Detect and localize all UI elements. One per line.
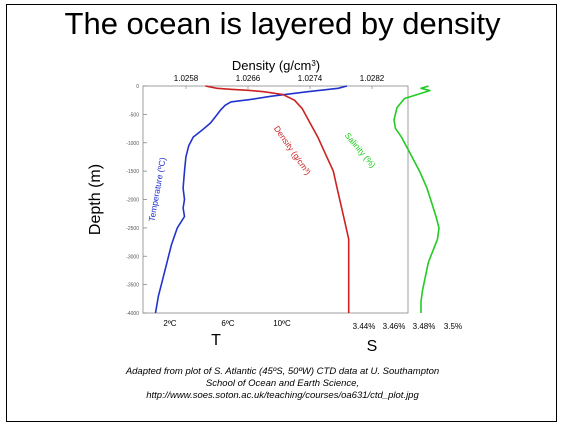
depth-tick-label: 0 <box>136 84 139 90</box>
density-axis-label-sup: 3 <box>311 59 316 68</box>
density-tick-label: 1.0274 <box>298 74 323 83</box>
plot-frame <box>142 85 409 314</box>
salinity-tick-label: 3.48% <box>413 322 436 331</box>
series-line-temperature <box>154 85 348 314</box>
depth-tick-label: -2000 <box>126 198 139 204</box>
depth-tick-label: -1000 <box>126 141 139 147</box>
source-caption: Adapted from plot of S. Atlantic (45ºS, … <box>60 366 505 402</box>
caption-line-2: School of Ocean and Earth Science, <box>205 378 360 389</box>
temperature-tick-label: 2ºC <box>163 319 176 328</box>
caption-line-1: Adapted from plot of S. Atlantic (45ºS, … <box>125 366 440 377</box>
depth-axis-label: Depth (m) <box>87 164 104 235</box>
depth-tick-labels: 0 -500 -1000 -1500 -2000 -2500 -3000 -3500 -4000 <box>126 84 139 317</box>
depth-tick-label: -1500 <box>126 169 139 175</box>
depth-tick-label: -2500 <box>126 226 139 232</box>
density-tick-label: 1.0266 <box>236 74 261 83</box>
depth-tick-label: -500 <box>129 112 139 118</box>
salinity-tick-label: 3.44% <box>353 322 376 331</box>
salinity-tick-label: 3.46% <box>383 322 406 331</box>
salinity-tick-label: 3.5% <box>444 322 462 331</box>
series-line-density <box>205 85 350 313</box>
bottom-axis-group: 2ºC 6ºC 10ºC 3.44% 3.46% 3.48% 3.5% T S <box>163 319 462 355</box>
density-tick-label: 1.0282 <box>360 74 385 83</box>
axis-labels-group: Depth (m) <box>87 164 104 235</box>
density-tick-label: 1.0258 <box>174 74 199 83</box>
salinity-axis-letter: S <box>367 338 378 355</box>
density-axis-label-close: ) <box>316 58 320 73</box>
plot-area-group <box>142 85 409 314</box>
temperature-tick-label: 6ºC <box>221 319 234 328</box>
slide-title: The ocean is layered by density <box>64 6 501 41</box>
series-line-salinity <box>393 85 440 313</box>
caption-line-3: http://www.soes.soton.ac.uk/teaching/cou… <box>146 390 419 401</box>
depth-tick-label: -4000 <box>126 311 139 317</box>
density-axis-label: Density (g/cm3) <box>232 58 320 73</box>
depth-tick-label: -3000 <box>126 254 139 260</box>
density-axis-group: Density (g/cm3) 1.0258 1.0266 1.0274 1.0282 <box>174 58 385 89</box>
temperature-tick-label: 10ºC <box>273 319 291 328</box>
temperature-axis-letter: T <box>211 332 221 349</box>
density-axis-label-text: Density (g/cm <box>232 58 311 73</box>
depth-tick-label: -3500 <box>126 283 139 289</box>
